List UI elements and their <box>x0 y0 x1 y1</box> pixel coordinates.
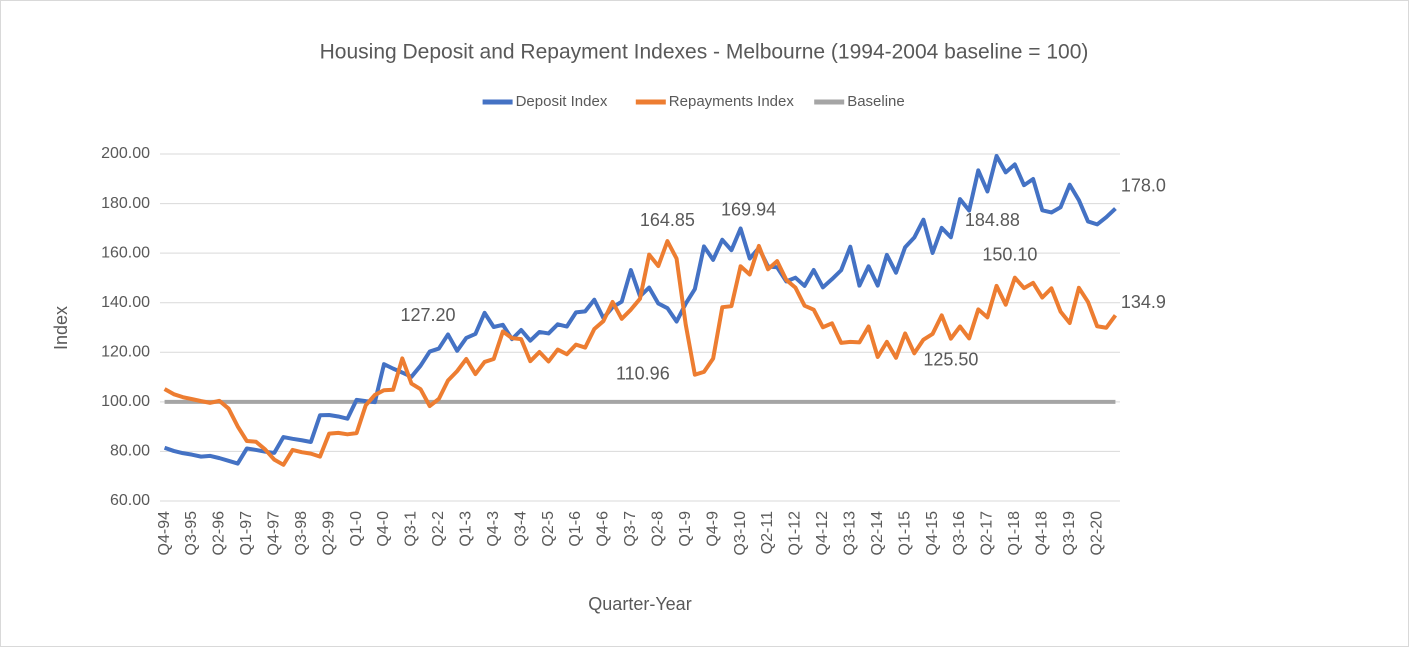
x-tick-label: Q1-3 <box>458 511 475 547</box>
y-tick-label: 60.00 <box>110 492 150 509</box>
x-tick-label: Q2-5 <box>540 511 557 547</box>
x-tick-label: Q4-18 <box>1034 511 1051 556</box>
data-label: 169.94 <box>721 199 776 219</box>
x-tick-label: Q3-10 <box>732 511 749 556</box>
x-tick-label: Q1-12 <box>787 511 804 556</box>
x-tick-label: Q3-4 <box>512 511 529 547</box>
x-tick-label: Q2-8 <box>650 511 667 547</box>
x-tick-label: Q3-13 <box>842 511 859 556</box>
x-tick-label: Q3-95 <box>183 511 200 556</box>
y-tick-label: 140.00 <box>101 294 150 311</box>
data-label: 134.9 <box>1121 292 1166 312</box>
legend-label: Deposit Index <box>516 93 608 110</box>
x-tick-label: Q1-97 <box>238 511 255 556</box>
x-tick-label: Q4-97 <box>266 511 283 556</box>
x-tick-label: Q2-11 <box>759 511 776 554</box>
x-tick-label: Q1-9 <box>677 511 694 547</box>
data-label: 127.20 <box>400 305 455 325</box>
legend-label: Baseline <box>847 93 905 110</box>
chart-title: Housing Deposit and Repayment Indexes - … <box>320 41 1089 64</box>
y-tick-label: 120.00 <box>101 344 150 361</box>
x-tick-label: Q3-98 <box>293 511 310 556</box>
x-axis-title: Quarter-Year <box>588 594 691 614</box>
y-tick-label: 180.00 <box>101 195 150 212</box>
x-tick-label: Q2-99 <box>320 511 337 556</box>
x-tick-label: Q3-16 <box>951 511 968 556</box>
x-tick-label: Q2-17 <box>979 511 996 556</box>
legend-label: Repayments Index <box>669 93 795 110</box>
x-tick-label: Q3-1 <box>403 511 420 547</box>
x-tick-label: Q4-6 <box>595 511 612 547</box>
x-tick-label: Q2-20 <box>1088 511 1105 556</box>
x-tick-label: Q1-6 <box>567 511 584 547</box>
x-tick-label: Q1-0 <box>348 511 365 547</box>
x-tick-label: Q3-19 <box>1061 511 1078 556</box>
x-tick-label: Q4-9 <box>704 511 721 547</box>
y-tick-label: 200.00 <box>101 145 150 162</box>
y-tick-label: 100.00 <box>101 393 150 410</box>
data-label: 164.85 <box>640 210 695 230</box>
y-tick-label: 80.00 <box>110 443 150 460</box>
series-line <box>163 239 1118 467</box>
x-tick-label: Q2-2 <box>430 511 447 547</box>
x-tick-label: Q1-15 <box>896 511 913 556</box>
data-label: 178.0 <box>1121 175 1166 195</box>
x-tick-label: Q2-14 <box>869 511 886 556</box>
x-tick-label: Q1-18 <box>1006 511 1023 556</box>
y-tick-label: 160.00 <box>101 244 150 261</box>
x-tick-label: Q4-0 <box>375 511 392 547</box>
x-tick-label: Q2-96 <box>211 511 228 556</box>
x-tick-label: Q4-94 <box>156 511 173 556</box>
y-axis-title: Index <box>51 306 71 350</box>
data-label: 184.88 <box>965 210 1020 230</box>
x-tick-label: Q4-12 <box>814 511 831 556</box>
x-tick-label: Q3-7 <box>622 511 639 547</box>
data-label: 110.96 <box>616 363 670 383</box>
x-tick-label: Q4-15 <box>924 511 941 556</box>
data-label: 125.50 <box>923 349 978 369</box>
data-label: 150.10 <box>982 244 1037 264</box>
x-tick-label: Q4-3 <box>485 511 502 547</box>
